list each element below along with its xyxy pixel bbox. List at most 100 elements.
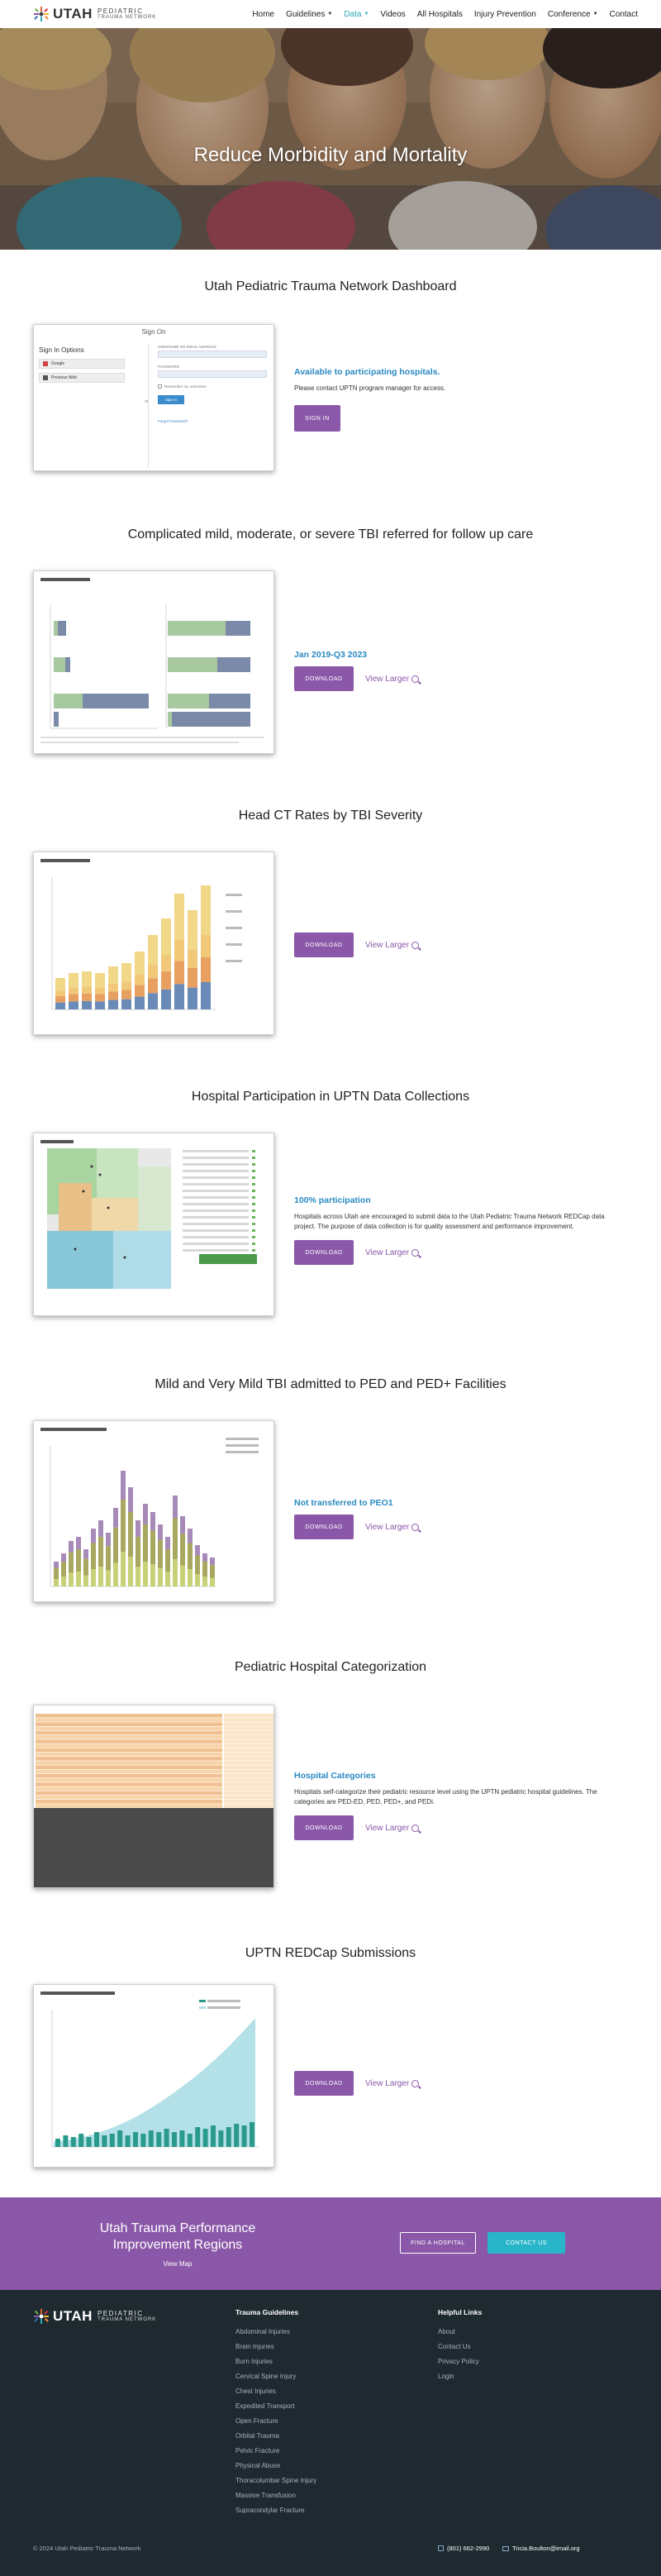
download-button[interactable]: DOWNLOAD [294, 1240, 354, 1265]
thumbnail-mark [36, 1773, 222, 1778]
thumbnail-mark [128, 1512, 133, 1557]
site-footer: UTAH PEDIATRIC TRAUMA NETWORK Trauma Gui… [0, 2290, 661, 2576]
participation-map[interactable] [33, 1133, 274, 1316]
download-button[interactable]: DOWNLOAD [294, 1515, 354, 1539]
thumbnail-mark [158, 1539, 163, 1568]
thumbnail-mark [148, 2130, 154, 2147]
footer-helpful-link[interactable]: About [438, 2328, 455, 2335]
nav-item-guidelines[interactable]: Guidelines ▼ [286, 9, 333, 19]
thumbnail-mark [69, 1552, 74, 1573]
nav-item-home[interactable]: Home [252, 9, 275, 19]
thumbnail-mark [173, 1559, 178, 1586]
signon-screenshot[interactable]: Sign On Sign In Options Google Previous … [33, 324, 274, 471]
thumbnail-mark [188, 967, 197, 988]
redcap-chart[interactable] [33, 1984, 274, 2168]
contact-us-button[interactable]: CONTACT US [487, 2232, 565, 2254]
thumbnail-mark [76, 1549, 81, 1572]
thumbnail-mark [224, 1800, 273, 1804]
mild-tbi-section: Mild and Very Mild TBI admitted to PED a… [0, 1341, 661, 1622]
phone-icon [438, 2545, 444, 2551]
footer-guideline-link[interactable]: Brain Injuries [235, 2343, 274, 2350]
tbi-followup-chart[interactable] [33, 570, 274, 754]
thumbnail-mark [161, 955, 171, 971]
hero-title: Reduce Morbidity and Mortality [193, 144, 468, 166]
nav-item-videos[interactable]: Videos [380, 9, 406, 19]
footer-guideline-link[interactable]: Orbital Trauma [235, 2432, 279, 2440]
footer-guideline-link[interactable]: Massive Transfusion [235, 2492, 296, 2499]
view-larger-link[interactable]: View Larger [365, 1523, 420, 1532]
nav-item-data[interactable]: Data ▼ [344, 9, 369, 19]
footer-helpful-link[interactable]: Login [438, 2373, 454, 2380]
footer-helpful-link[interactable]: Privacy Policy [438, 2358, 479, 2365]
footer-guideline-link[interactable]: Open Fracture [235, 2417, 278, 2425]
view-larger-link[interactable]: View Larger [365, 675, 420, 684]
thumbnail-mark [108, 999, 118, 1009]
thumbnail-mark [121, 981, 131, 990]
footer-links-title: Helpful Links [438, 2308, 483, 2316]
thumbnail-mark [224, 1744, 273, 1748]
thumbnail-mark [55, 990, 65, 997]
view-map-link[interactable]: View Map [163, 2260, 193, 2268]
download-button[interactable]: DOWNLOAD [294, 2071, 354, 2096]
find-hospital-button[interactable]: FIND A HOSPITAL [400, 2232, 476, 2254]
thumbnail-mark [109, 2134, 115, 2147]
thumbnail-mark [55, 996, 65, 1003]
thumbnail-mark [102, 2135, 107, 2147]
thumbnail-mark [69, 1001, 78, 1009]
footer-phone[interactable]: (801) 662-2990 [438, 2545, 489, 2552]
thumbnail-mark [224, 1757, 273, 1761]
footer-guideline-link[interactable]: Abdominal Injuries [235, 2328, 290, 2335]
categorization-text: Hospitals self-categorize their pediatri… [294, 1788, 597, 1806]
footer-guideline-link[interactable]: Burn Injuries [235, 2358, 273, 2365]
thumbnail-mark [36, 1778, 222, 1782]
star-logo-icon [34, 2309, 49, 2324]
footer-guideline-link[interactable]: Expedited Transport [235, 2402, 295, 2410]
view-larger-link[interactable]: View Larger [365, 2079, 420, 2088]
section-title: Utah Pediatric Trauma Network Dashboard [204, 279, 457, 293]
categorization-table[interactable] [33, 1705, 274, 1888]
nav-item-injury-prevention[interactable]: Injury Prevention [473, 9, 536, 19]
categorization-heading: Hospital Categories [294, 1771, 376, 1781]
footer-guideline-link[interactable]: Pelvic Fracture [235, 2447, 280, 2454]
site-logo[interactable]: UTAH PEDIATRIC TRAUMA NETWORK [33, 6, 156, 22]
thumbnail-mark [108, 983, 118, 992]
thumbnail-mark [63, 2135, 69, 2147]
mild-tbi-chart[interactable] [33, 1420, 274, 1602]
footer-guideline-link[interactable]: Cervical Spine Injury [235, 2373, 297, 2380]
footer-guideline-link[interactable]: Physical Abuse [235, 2462, 281, 2469]
nav-item-all-hospitals[interactable]: All Hospitals [416, 9, 463, 19]
view-larger-link[interactable]: View Larger [365, 941, 420, 950]
nav-item-conference[interactable]: Conference ▼ [547, 9, 598, 19]
nav-item-contact[interactable]: Contact [609, 9, 638, 19]
thumbnail-mark [83, 1575, 88, 1586]
view-larger-link[interactable]: View Larger [365, 1248, 420, 1257]
thumbnail-mark [180, 1516, 185, 1534]
thumbnail-mark [36, 1744, 222, 1748]
thumbnail-mark [150, 1512, 155, 1531]
thumbnail-mark [98, 1567, 103, 1586]
footer-guideline-link[interactable]: Chest Injuries [235, 2388, 276, 2395]
download-button[interactable]: DOWNLOAD [294, 666, 354, 691]
footer-guideline-link[interactable]: Thoracolumbar Spine Injury [235, 2477, 317, 2484]
view-larger-link[interactable]: View Larger [365, 1824, 420, 1833]
download-button[interactable]: DOWNLOAD [294, 933, 354, 957]
thumbnail-mark [224, 1769, 273, 1774]
thumbnail-mark [82, 1000, 92, 1009]
thumbnail-mark [201, 935, 211, 957]
thumbnail-mark [250, 2122, 254, 2147]
thumbnail-mark [224, 1735, 273, 1739]
mail-icon [502, 2545, 509, 2551]
thumbnail-mark [224, 1730, 273, 1735]
thumbnail-mark [179, 2130, 185, 2147]
thumbnail-mark [36, 1804, 222, 1808]
thumbnail-mark [36, 1714, 222, 1718]
thumbnail-mark [180, 1565, 185, 1586]
head-ct-chart[interactable] [33, 852, 274, 1035]
footer-guideline-link[interactable]: Supracondylar Fracture [235, 2507, 305, 2514]
footer-email[interactable]: Tricia.Boulton@imail.org [502, 2545, 580, 2552]
download-button[interactable]: DOWNLOAD [294, 1815, 354, 1840]
footer-helpful-link[interactable]: Contact Us [438, 2343, 471, 2350]
dashboard-section: Utah Pediatric Trauma Network Dashboard … [0, 250, 661, 489]
sign-in-button[interactable]: SIGN IN [294, 405, 340, 432]
footer-logo[interactable]: UTAH PEDIATRIC TRAUMA NETWORK [33, 2308, 156, 2325]
